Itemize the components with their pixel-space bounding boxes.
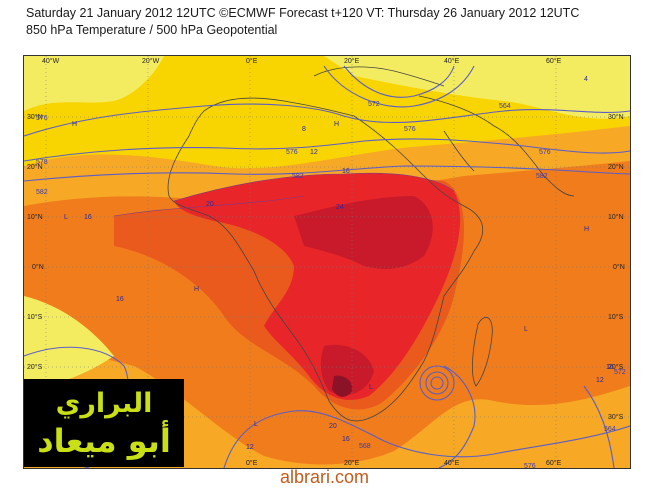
lon-label: 20°W bbox=[142, 57, 160, 65]
lon-label: 60°E bbox=[546, 57, 562, 65]
temp-label: 16 bbox=[606, 364, 614, 371]
watermark-logo: البراري أبو ميعاد bbox=[24, 379, 184, 467]
geo-label: 576 bbox=[524, 463, 536, 468]
lat-label-right: 20°S bbox=[608, 363, 624, 371]
lat-label: 10°S bbox=[27, 313, 43, 321]
lat-label-right: 30°N bbox=[608, 113, 624, 121]
geo-label: 576 bbox=[404, 126, 416, 133]
geo-label: 582 bbox=[292, 173, 304, 180]
geo-label: 582 bbox=[536, 173, 548, 180]
lon-label-bottom: 0°E bbox=[246, 459, 258, 467]
map-subtitle: 850 hPa Temperature / 500 hPa Geopotenti… bbox=[26, 23, 278, 37]
high-marker: H bbox=[584, 226, 589, 233]
map-title: Saturday 21 January 2012 12UTC ©ECMWF Fo… bbox=[26, 6, 580, 20]
lon-label-bottom: 60°E bbox=[546, 459, 562, 467]
lon-label: 40°W bbox=[42, 57, 60, 65]
lat-label-right: 10°S bbox=[608, 313, 624, 321]
geo-label: 578 bbox=[36, 159, 48, 166]
temp-label: 12 bbox=[310, 149, 318, 156]
lat-label-right: 0°N bbox=[613, 263, 625, 271]
geo-label: 572 bbox=[614, 369, 626, 376]
lon-label: 40°E bbox=[444, 57, 460, 65]
lat-label-right: 20°N bbox=[608, 163, 624, 171]
lat-label: 0°N bbox=[32, 263, 44, 271]
high-marker: H bbox=[334, 121, 339, 128]
geo-label: 568 bbox=[359, 443, 371, 450]
temp-field-yellow-light-ne bbox=[324, 56, 630, 119]
temp-label: 16 bbox=[116, 296, 124, 303]
low-marker: L bbox=[254, 421, 258, 428]
temp-label: 20 bbox=[206, 201, 214, 208]
geo-label: 576 bbox=[539, 149, 551, 156]
temp-field-yellow-light-sw bbox=[24, 296, 114, 391]
low-marker: L bbox=[369, 384, 373, 391]
lat-label-right: 30°S bbox=[608, 413, 624, 421]
lon-label-bottom: 20°E bbox=[344, 459, 360, 467]
temp-label: 4 bbox=[584, 76, 588, 83]
logo-line-2: أبو ميعاد bbox=[37, 422, 171, 460]
temp-label: 16 bbox=[342, 168, 350, 175]
temp-field-yellow-light-nw bbox=[24, 56, 164, 111]
temp-field-maroon bbox=[332, 375, 353, 397]
temp-label: 8 bbox=[302, 126, 306, 133]
lat-label: 10°N bbox=[27, 213, 43, 221]
geo-label: 582 bbox=[36, 189, 48, 196]
temp-field-orange-light-south bbox=[354, 411, 630, 468]
pressure-centers: H L L H L H L H bbox=[64, 121, 589, 428]
temp-value-labels: 8 12 16 20 24 4 16 16 16 12 12 16 20 bbox=[84, 76, 614, 451]
temp-label: 20 bbox=[329, 423, 337, 430]
temp-label: 12 bbox=[596, 377, 604, 384]
geo-value-labels: 576 578 582 576 572 576 582 564 576 582 … bbox=[36, 101, 626, 468]
lon-label: 0°E bbox=[246, 57, 258, 65]
logo-line-1: البراري bbox=[55, 388, 153, 419]
high-marker: H bbox=[194, 286, 199, 293]
geo-label: 564 bbox=[499, 103, 511, 110]
temp-field-red-dark-central bbox=[294, 196, 433, 269]
isotherm-lines bbox=[113, 172, 455, 217]
lat-label: 30°N bbox=[27, 113, 43, 121]
geo-label: 564 bbox=[604, 426, 616, 433]
lon-label: 20°E bbox=[344, 57, 360, 65]
temp-label: 24 bbox=[336, 204, 344, 211]
geo-label: 576 bbox=[286, 149, 298, 156]
site-url: albrari.com bbox=[279, 467, 370, 487]
lat-label-right: 10°N bbox=[608, 213, 624, 221]
temp-label: 12 bbox=[246, 444, 254, 451]
temp-label: 16 bbox=[342, 436, 350, 443]
coastlines bbox=[167, 66, 575, 422]
lat-label: 20°N bbox=[27, 163, 43, 171]
lon-label-bottom: 40°E bbox=[444, 459, 460, 467]
geo-label: 572 bbox=[368, 101, 380, 108]
low-marker: L bbox=[64, 214, 68, 221]
geo-label: 576 bbox=[36, 115, 48, 122]
low-marker: L bbox=[524, 326, 528, 333]
high-marker: H bbox=[72, 121, 77, 128]
lat-label: 20°S bbox=[27, 363, 43, 371]
temp-label: 16 bbox=[84, 214, 92, 221]
